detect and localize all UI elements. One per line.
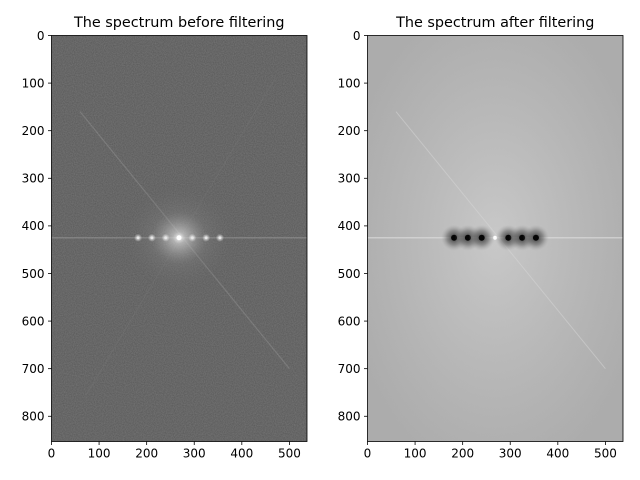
y-tick-label: 100 bbox=[22, 76, 45, 90]
x-tick-label: 0 bbox=[48, 447, 56, 461]
x-tick-label: 400 bbox=[230, 447, 253, 461]
y-tick-label: 800 bbox=[338, 410, 361, 424]
bright-spot bbox=[161, 233, 170, 242]
spectrum-image-after bbox=[367, 35, 623, 442]
axes-frame bbox=[367, 35, 624, 442]
y-tick-label: 600 bbox=[22, 314, 45, 328]
notch-filter-spot bbox=[468, 224, 495, 251]
x-tick-label: 200 bbox=[451, 447, 474, 461]
axes-frame bbox=[51, 35, 308, 442]
y-tick-label: 400 bbox=[22, 219, 45, 233]
x-tick-label: 200 bbox=[135, 447, 158, 461]
spectrum-after-panel: 0 100 200 300 400 500 0 100 200 300 400 500 600 700 80… bbox=[338, 15, 624, 461]
y-tick-label: 400 bbox=[338, 219, 361, 233]
x-tick-label: 300 bbox=[499, 447, 522, 461]
spectrum-image-before bbox=[51, 35, 307, 442]
bright-spot bbox=[147, 233, 156, 242]
bright-spot bbox=[188, 233, 197, 242]
notch-filter-spot bbox=[522, 224, 549, 251]
chart-title: The spectrum after filtering bbox=[395, 15, 594, 31]
x-tick-label: 500 bbox=[594, 447, 617, 461]
y-tick-label: 700 bbox=[338, 362, 361, 376]
y-tick-label: 800 bbox=[22, 410, 45, 424]
spectrum-center-point bbox=[176, 235, 182, 241]
x-tick-label: 100 bbox=[404, 447, 427, 461]
bright-spot bbox=[202, 233, 211, 242]
y-tick-label: 0 bbox=[353, 29, 361, 43]
chart-title: The spectrum before filtering bbox=[73, 15, 285, 31]
y-tick-label: 600 bbox=[338, 314, 361, 328]
x-tick-label: 100 bbox=[88, 447, 111, 461]
y-tick-label: 500 bbox=[338, 267, 361, 281]
y-tick-label: 0 bbox=[37, 29, 45, 43]
x-tick-label: 500 bbox=[278, 447, 301, 461]
y-tick-label: 100 bbox=[338, 76, 361, 90]
bright-spot bbox=[134, 233, 143, 242]
y-tick-label: 300 bbox=[22, 172, 45, 186]
x-tick-label: 0 bbox=[364, 447, 372, 461]
y-tick-label: 200 bbox=[22, 124, 45, 138]
x-tick-label: 400 bbox=[546, 447, 569, 461]
bright-spot bbox=[215, 233, 224, 242]
x-tick-label: 300 bbox=[183, 447, 206, 461]
y-tick-label: 700 bbox=[22, 362, 45, 376]
spectrum-before-panel: 0 100 200 300 400 500 0 100 200 300 400 500 600 700 80… bbox=[22, 15, 308, 461]
y-tick-label: 200 bbox=[338, 124, 361, 138]
y-tick-label: 300 bbox=[338, 172, 361, 186]
y-tick-label: 500 bbox=[22, 267, 45, 281]
